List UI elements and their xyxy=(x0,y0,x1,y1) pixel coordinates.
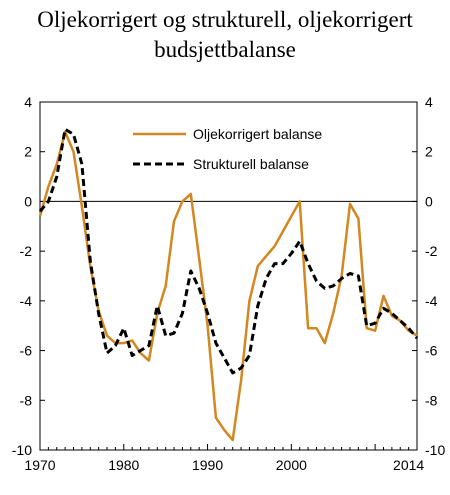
right-y-tick-label: -6 xyxy=(425,343,438,359)
oljekorrigert-balanse-line xyxy=(38,130,418,442)
right-y-tick-label: 4 xyxy=(425,94,433,110)
legend-label: Strukturell balanse xyxy=(193,156,309,172)
left-y-tick-label: -4 xyxy=(20,293,33,309)
right-y-tick-label: 2 xyxy=(425,144,433,160)
right-y-tick-label: 0 xyxy=(425,193,433,209)
x-tick-label: 1970 xyxy=(24,457,55,473)
strukturell-balanse-line xyxy=(38,127,419,375)
left-y-tick-label: 2 xyxy=(24,144,32,160)
legend-label: Oljekorrigert balanse xyxy=(193,126,322,142)
chart-legend: Oljekorrigert balanse Strukturell balanse xyxy=(133,126,322,172)
x-tick-label: 1990 xyxy=(192,457,223,473)
left-y-tick-label: -2 xyxy=(20,243,33,259)
left-y-tick-label: -8 xyxy=(20,392,33,408)
right-y-tick-labels: 4 2 0 -2 -4 -6 -8 -10 xyxy=(425,94,445,458)
right-y-tick-label: -8 xyxy=(425,392,438,408)
right-y-tick-label: -4 xyxy=(425,293,438,309)
x-tick-labels: 1970 1980 1990 2000 2014 xyxy=(24,457,424,473)
chart-title-line-2: budsjettbalanse xyxy=(154,37,296,62)
left-y-tick-label: 4 xyxy=(24,94,32,110)
chart-title-line-1: Oljekorrigert og strukturell, oljekorrig… xyxy=(37,7,413,32)
right-y-tick-label: -10 xyxy=(425,442,445,458)
x-tick-label: 1980 xyxy=(108,457,139,473)
left-y-tick-label: -6 xyxy=(20,343,33,359)
plot-frame xyxy=(39,101,418,451)
chart-axes xyxy=(39,101,418,451)
left-y-tick-label: 0 xyxy=(24,193,32,209)
x-tick-label: 2000 xyxy=(276,457,307,473)
x-tick-label: 2014 xyxy=(393,457,424,473)
right-y-tick-label: -2 xyxy=(425,243,438,259)
left-y-tick-labels: 4 2 0 -2 -4 -6 -8 -10 xyxy=(12,94,32,458)
left-y-tick-label: -10 xyxy=(12,442,32,458)
chart-series xyxy=(38,127,419,442)
